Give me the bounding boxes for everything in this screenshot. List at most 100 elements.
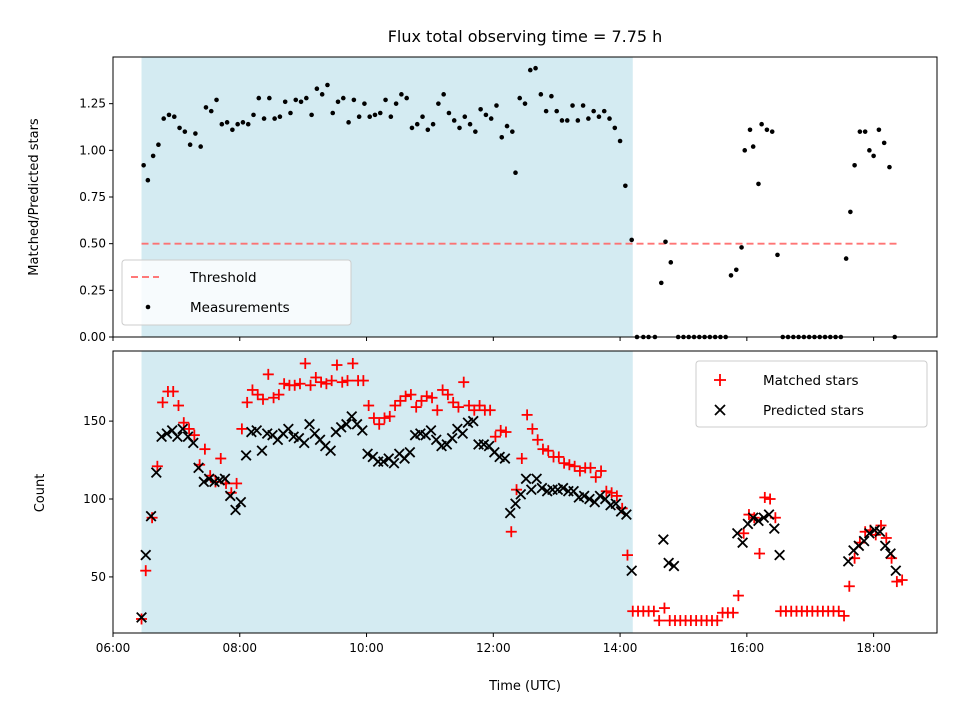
matched-star-marker bbox=[521, 409, 533, 421]
measurement-point bbox=[377, 110, 383, 116]
bottom-x-tick-label: 18:00 bbox=[856, 641, 891, 655]
predicted-legend-label: Predicted stars bbox=[763, 403, 864, 419]
bottom-x-tick-label: 08:00 bbox=[222, 641, 257, 655]
measurement-point bbox=[612, 125, 618, 131]
measurement-point bbox=[617, 138, 623, 144]
matched-star-marker bbox=[315, 376, 327, 388]
measurement-point bbox=[145, 177, 151, 183]
bottom-x-tick-label: 06:00 bbox=[96, 641, 131, 655]
measurement-point bbox=[852, 162, 857, 168]
predicted-star-marker bbox=[425, 425, 437, 436]
measurement-point bbox=[277, 114, 283, 120]
matched-star-marker bbox=[389, 400, 401, 412]
measurement-point bbox=[161, 116, 167, 121]
measurement-point bbox=[409, 125, 415, 131]
bottom-y-axis: 50 100 150 bbox=[83, 414, 113, 584]
measurement-point bbox=[533, 65, 538, 71]
measurement-point bbox=[330, 110, 336, 116]
predicted-star-marker bbox=[499, 453, 511, 464]
predicted-star-marker bbox=[187, 437, 199, 449]
predicted-star-marker bbox=[842, 555, 854, 567]
matched-star-marker bbox=[289, 379, 301, 391]
measurement-point bbox=[420, 114, 425, 120]
predicted-star-marker bbox=[177, 423, 189, 435]
matched-star-marker bbox=[875, 519, 887, 531]
measurement-point bbox=[346, 120, 351, 125]
matched-star-marker bbox=[563, 459, 575, 471]
measurement-point bbox=[457, 125, 462, 131]
predicted-star-marker bbox=[203, 473, 215, 485]
measurement-point bbox=[747, 127, 753, 133]
measurement-point bbox=[325, 82, 330, 88]
matched-star-marker bbox=[590, 471, 602, 483]
measurement-point bbox=[596, 114, 602, 120]
matched-star-marker bbox=[569, 460, 581, 472]
predicted-star-marker bbox=[404, 446, 416, 458]
measurement-point bbox=[193, 131, 198, 136]
predicted-star-marker bbox=[626, 565, 638, 577]
predicted-star-marker bbox=[172, 431, 183, 443]
measurement-point bbox=[451, 118, 457, 123]
matched-star-marker bbox=[378, 412, 390, 424]
measurement-point bbox=[436, 101, 441, 106]
measurement-point bbox=[267, 95, 272, 101]
chart-title: Flux total observing time = 7.75 h bbox=[388, 27, 663, 46]
matched-star-marker bbox=[600, 485, 612, 497]
matched-star-marker bbox=[273, 389, 285, 401]
bottom-y-tick-label: 50 bbox=[91, 570, 106, 584]
measurement-point bbox=[733, 267, 739, 273]
predicted-star-marker bbox=[198, 476, 210, 488]
matched-star-marker bbox=[738, 527, 750, 539]
measurement-point bbox=[759, 121, 764, 127]
measurement-point bbox=[848, 209, 853, 215]
top-y-tick-label: 0.50 bbox=[79, 237, 106, 251]
predicted-star-marker bbox=[325, 445, 337, 457]
bottom-legend: Matched stars Predicted stars bbox=[695, 360, 928, 428]
measurements-legend-label: Measurements bbox=[190, 300, 290, 316]
predicted-star-marker bbox=[467, 415, 479, 427]
measurement-point bbox=[187, 142, 193, 148]
predicted-star-marker bbox=[763, 509, 775, 521]
measurement-point bbox=[208, 108, 214, 114]
measurement-point bbox=[549, 93, 554, 99]
measurement-point bbox=[580, 103, 586, 108]
measurement-point bbox=[425, 127, 431, 133]
matched-star-marker bbox=[495, 424, 507, 436]
measurement-point bbox=[256, 95, 262, 101]
predicted-star-marker bbox=[240, 449, 252, 461]
measurement-point bbox=[214, 97, 219, 103]
matched-star-marker bbox=[732, 590, 744, 602]
measurement-point bbox=[462, 114, 468, 120]
measurement-point bbox=[843, 256, 849, 261]
matched-star-marker bbox=[310, 371, 322, 383]
measurement-point bbox=[150, 153, 156, 159]
matched-star-marker bbox=[584, 462, 596, 474]
predicted-star-marker bbox=[520, 473, 532, 485]
measurement-point bbox=[513, 170, 518, 176]
predicted-star-marker bbox=[758, 512, 770, 524]
measurement-point bbox=[351, 97, 357, 103]
measurement-point bbox=[198, 144, 203, 149]
matched-star-marker bbox=[305, 379, 317, 391]
measurement-point bbox=[309, 112, 314, 118]
matched-star-marker bbox=[326, 375, 338, 387]
measurement-point bbox=[591, 108, 596, 114]
predicted-star-marker bbox=[863, 527, 875, 539]
matched-star-marker bbox=[431, 404, 443, 416]
matched-star-marker bbox=[241, 396, 253, 408]
top-y-tick-label: 1.00 bbox=[79, 143, 106, 157]
predicted-star-marker bbox=[531, 473, 543, 485]
measurement-point bbox=[473, 129, 478, 134]
bottom-y-tick-label: 150 bbox=[83, 414, 106, 428]
measurement-point bbox=[510, 129, 515, 134]
matched-star-marker bbox=[537, 443, 549, 455]
predicted-star-marker bbox=[193, 462, 205, 474]
measurement-point bbox=[362, 101, 367, 106]
matched-star-marker bbox=[363, 400, 375, 412]
measurement-point bbox=[383, 97, 388, 103]
measurement-point bbox=[293, 97, 299, 103]
bottom-x-tick-label: 14:00 bbox=[603, 641, 638, 655]
matched-star-marker bbox=[838, 610, 850, 622]
measurement-point bbox=[764, 127, 770, 133]
measurement-point bbox=[499, 134, 505, 140]
